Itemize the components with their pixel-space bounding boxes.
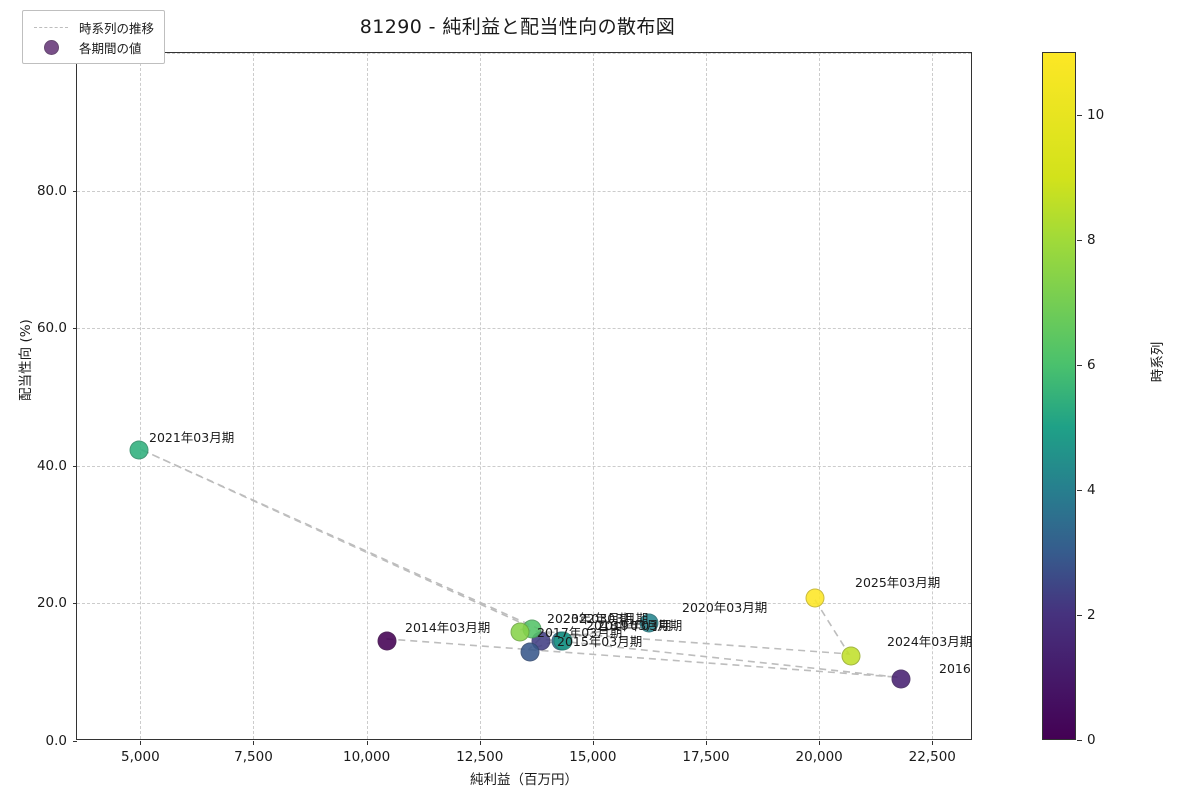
legend-item-line: 時系列の推移 [31, 17, 154, 37]
x-tick-mark [592, 741, 594, 745]
x-tick-mark [706, 741, 707, 745]
colorbar-tick-mark [1077, 364, 1082, 366]
y-tick-label: 60.0 [36, 320, 67, 337]
gridline-vertical [706, 53, 707, 739]
y-axis-label: 配当性向 (%) [18, 319, 34, 401]
x-tick-label: 5,000 [121, 749, 160, 765]
y-tick-mark [73, 741, 77, 742]
legend-point-label: 各期間の値 [79, 40, 142, 56]
gridline-vertical [253, 53, 255, 739]
gridline-horizontal [77, 328, 971, 330]
y-tick-label: 20.0 [36, 595, 67, 612]
legend-item-point: 各期間の値 [31, 37, 154, 57]
gridline-vertical [140, 53, 142, 739]
gridline-horizontal [77, 603, 971, 605]
scatter-point[interactable] [805, 588, 825, 608]
x-tick-label: 10,000 [342, 749, 391, 765]
gridline-vertical [366, 53, 368, 739]
colorbar-tick-mark [1077, 614, 1082, 616]
colorbar-tick-label: 0 [1087, 732, 1096, 748]
point-annotation: 2025年03月期 [855, 575, 941, 590]
scatter-point[interactable] [520, 642, 540, 662]
x-tick-label: 20,000 [795, 749, 843, 765]
point-annotation: 2017年03月期 [537, 625, 623, 640]
chart-title: 81290 - 純利益と配当性向の散布図 [359, 16, 676, 38]
plot-area: 2021年03月期 2014年03月期 2023年03月期 2022年03月期 2017… [28, 45, 972, 765]
colorbar-tick-mark [1077, 740, 1082, 741]
colorbar-tick-mark [1077, 489, 1082, 491]
colorbar-gradient [1042, 52, 1076, 740]
y-tick-label: 40.0 [36, 457, 67, 474]
marker-dot-icon [31, 39, 71, 55]
x-tick-mark [819, 741, 821, 745]
x-tick-mark [140, 741, 142, 745]
plot-clip: 2021年03月期 2014年03月期 2023年03月期 2022年03月期 2017… [77, 53, 971, 739]
x-tick-mark [253, 741, 255, 745]
x-tick-label: 12,500 [456, 749, 504, 765]
y-tick-label: 0.0 [45, 733, 67, 749]
colorbar-tick-label: 2 [1087, 606, 1096, 623]
colorbar-tick-mark [1077, 239, 1082, 241]
colorbar-tick-label: 10 [1087, 106, 1105, 123]
point-annotation: 2015年03月期 [557, 634, 643, 649]
colorbar: 0 2 4 6 8 10 [1042, 52, 1104, 748]
x-tick-mark [366, 741, 368, 745]
y-tick-mark [73, 603, 77, 605]
point-annotation: 2019年03月期 [597, 618, 683, 633]
scatter-point[interactable] [129, 440, 149, 460]
y-tick-mark [73, 465, 77, 467]
y-tick-mark [73, 328, 77, 330]
point-annotation: 2024年03月期 [887, 634, 971, 649]
dashed-line-icon [31, 26, 71, 28]
y-tick-mark [73, 190, 77, 192]
timeseries-path [139, 448, 899, 679]
gridline-horizontal [77, 190, 971, 192]
scatter-point[interactable] [510, 622, 530, 642]
legend: 時系列の推移 各期間の値 [22, 10, 166, 64]
gridline-horizontal [77, 465, 971, 467]
gridline-vertical [932, 53, 934, 739]
x-tick-label: 17,500 [682, 749, 730, 765]
gridline-horizontal [77, 53, 971, 54]
point-annotation: 2021年03月期 [149, 430, 235, 445]
gridline-vertical [819, 53, 821, 739]
point-annotation: 2014年03月期 [405, 620, 491, 635]
colorbar-tick-label: 4 [1087, 481, 1096, 498]
x-tick-label: 22,500 [908, 749, 956, 765]
colorbar-tick-mark [1077, 114, 1082, 116]
gridline-vertical [592, 53, 594, 739]
scatter-point[interactable] [639, 613, 659, 633]
point-annotation: 2018年03月期 [586, 618, 672, 633]
scatter-point[interactable] [553, 631, 573, 651]
x-tick-label: 7,500 [234, 749, 273, 765]
scatter-point[interactable] [891, 669, 911, 689]
colorbar-title: 時系列 [1150, 341, 1166, 383]
point-annotation: 2016年03月期 [939, 661, 971, 676]
colorbar-tick-label: 6 [1087, 356, 1096, 373]
gridline-vertical [479, 53, 481, 739]
point-annotation: 2020年03月期 [682, 600, 768, 615]
legend-line-label: 時系列の推移 [79, 20, 155, 36]
colorbar-tick-label: 8 [1087, 231, 1096, 248]
scatter-point[interactable] [841, 646, 861, 666]
scatter-point[interactable] [377, 631, 397, 651]
timeseries-line [139, 448, 899, 679]
y-tick-label: 80.0 [36, 182, 67, 199]
point-annotation: 2022年03月期 [563, 611, 649, 626]
x-tick-mark [479, 741, 481, 745]
point-annotation: 2023年03月期 [547, 611, 633, 626]
x-axis-label: 純利益（百万円） [470, 772, 578, 788]
x-tick-label: 15,000 [569, 749, 617, 765]
x-tick-mark [932, 741, 934, 745]
